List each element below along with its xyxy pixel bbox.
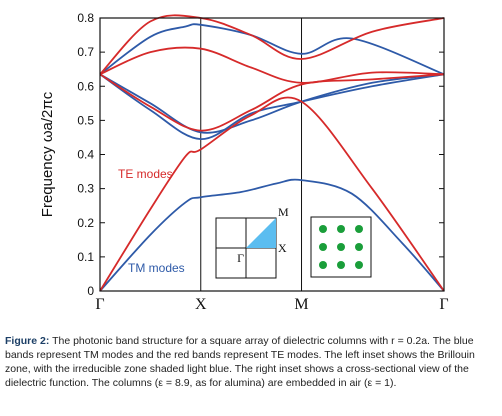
caption-label: Figure 2: <box>5 335 50 347</box>
caption-text: The photonic band structure for a square… <box>5 335 475 389</box>
y-tick-label: 0.8 <box>77 11 94 25</box>
brillouin-label-2: X <box>278 241 287 255</box>
tm-band-1 <box>99 178 445 292</box>
x-tick-label: X <box>195 296 207 313</box>
y-tick-label: 0 <box>87 284 94 298</box>
te-band-3 <box>99 46 445 84</box>
dielectric-column <box>337 261 345 269</box>
irreducible-zone <box>246 218 276 248</box>
dielectric-column <box>355 261 363 269</box>
x-tick-label: Γ <box>95 296 104 313</box>
x-tick-label: M <box>294 296 308 313</box>
band-structure-chart: 0 0.1 0.2 0.3 0.4 0.5 0.6 0.7 0.8 Γ X M Γ Frequency ω… <box>39 11 449 313</box>
dielectric-column <box>337 243 345 251</box>
y-tick-label: 0.3 <box>77 182 94 196</box>
tm-band-3 <box>99 23 445 76</box>
dielectric-column <box>319 243 327 251</box>
te-modes-label: TE modes <box>118 167 173 181</box>
te-band-4 <box>99 14 445 75</box>
dielectric-column <box>355 225 363 233</box>
dielectric-column <box>355 243 363 251</box>
x-tick-label: Γ <box>439 296 448 313</box>
tm-band-2 <box>99 73 445 141</box>
dielectric-column <box>319 261 327 269</box>
dielectric-column <box>337 225 345 233</box>
tm-modes-label: TM modes <box>128 261 185 275</box>
y-tick-label: 0.2 <box>77 216 94 230</box>
y-tick-label: 0.7 <box>77 45 94 59</box>
dielectric-inset <box>310 216 372 278</box>
y-tick-label: 0.5 <box>77 113 94 127</box>
y-axis-label: Frequency ωa/2πc <box>39 91 56 217</box>
te-band-2 <box>99 73 445 132</box>
figure-caption: Figure 2: The photonic band structure fo… <box>5 334 497 390</box>
brillouin-label-1: M <box>278 205 289 219</box>
brillouin-zone-inset: M X Γ <box>215 205 289 279</box>
y-tick-label: 0.4 <box>77 148 94 162</box>
te-band-1 <box>99 96 445 292</box>
brillouin-label-3: Γ <box>237 251 244 265</box>
y-tick-label: 0.6 <box>77 79 94 93</box>
dielectric-column <box>319 225 327 233</box>
y-tick-label: 0.1 <box>77 250 94 264</box>
tm-band-4 <box>99 73 445 134</box>
